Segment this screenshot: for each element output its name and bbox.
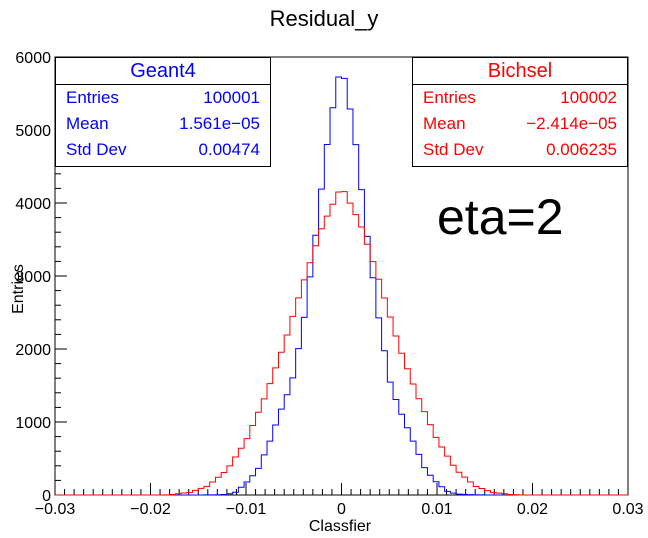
stats-label: Mean [66, 114, 109, 133]
eta-annotation: eta=2 [437, 189, 564, 245]
stats-value: 100001 [203, 88, 260, 107]
x-tick-label: 0 [337, 501, 346, 518]
stats-box-bichsel: Bichsel Entries 100002 Mean −2.414e−05 S… [412, 57, 628, 167]
stats-row-entries: Entries 100002 [413, 85, 627, 111]
stats-label: Entries [66, 88, 119, 107]
series-geant4-histogram [55, 76, 628, 496]
stats-label: Entries [423, 88, 476, 107]
stats-row-mean: Mean 1.561e−05 [56, 111, 270, 137]
x-tick-label: −0.01 [226, 501, 267, 518]
stats-value: 1.561e−05 [179, 114, 260, 133]
stats-row-mean: Mean −2.414e−05 [413, 111, 627, 137]
stats-label: Std Dev [423, 140, 484, 159]
stats-row-stddev: Std Dev 0.006235 [413, 137, 627, 163]
chart-title: Residual_y [269, 6, 379, 31]
x-tick-label: −0.02 [130, 501, 171, 518]
series-layer [55, 76, 628, 496]
x-axis-label: Classfier [308, 518, 372, 535]
stats-row-stddev: Std Dev 0.00474 [56, 137, 270, 163]
tick-labels: −0.03 −0.02 −0.01 0 0.01 0.02 0.03 0 1000 2000 300… [15, 50, 643, 518]
stats-label: Mean [423, 114, 466, 133]
x-tick-label: 0.03 [612, 501, 643, 518]
y-tick-label: 3000 [15, 269, 51, 286]
stats-box-geant4: Geant4 Entries 100001 Mean 1.561e−05 Std… [55, 57, 271, 167]
y-tick-label: 5000 [15, 123, 51, 140]
x-tick-label: −0.03 [35, 501, 76, 518]
stats-label: Std Dev [66, 140, 127, 159]
stats-value: 100002 [560, 88, 617, 107]
x-tick-label: 0.01 [421, 501, 452, 518]
stats-value: 0.006235 [546, 140, 617, 159]
x-tick-label: 0.02 [517, 501, 548, 518]
stats-row-entries: Entries 100001 [56, 85, 270, 111]
stats-title: Geant4 [56, 58, 270, 85]
axis-ticks [54, 56, 629, 496]
stats-value: 0.00474 [198, 140, 260, 159]
stats-value: −2.414e−05 [526, 114, 617, 133]
series-bichsel-histogram [55, 191, 628, 496]
y-tick-label: 0 [42, 488, 51, 505]
y-axis-label: Entries [9, 264, 27, 314]
y-tick-label: 1000 [15, 415, 51, 432]
y-tick-label: 6000 [15, 50, 51, 67]
stats-title: Bichsel [413, 58, 627, 85]
y-tick-label: 4000 [15, 196, 51, 213]
y-tick-label: 2000 [15, 342, 51, 359]
